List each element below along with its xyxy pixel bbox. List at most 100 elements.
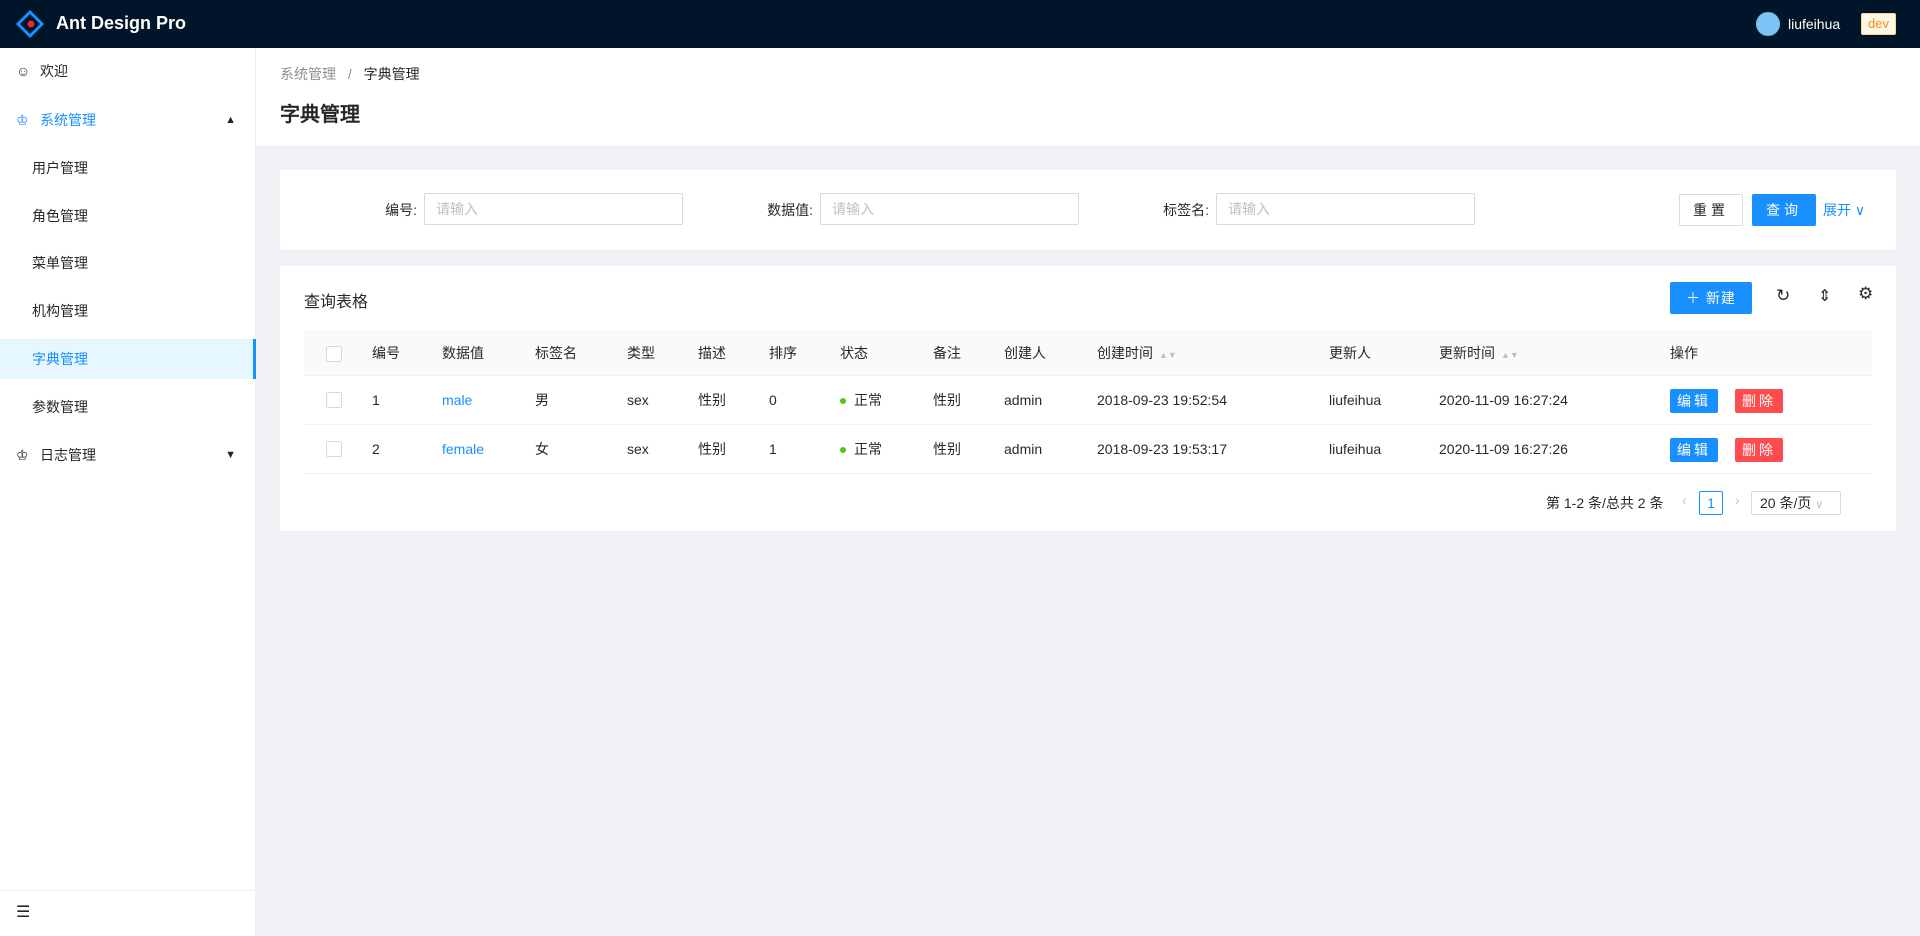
sidebar-item-logs[interactable]: ♔ 日志管理 ▼ [0,435,256,475]
sidebar-item-system[interactable]: ♔ 系统管理 ▲ [0,100,256,140]
cell-value-link[interactable]: male [442,392,473,408]
cell-created-at: 2018-09-23 19:53:17 [1097,441,1227,457]
col-header: 创建人 [1004,345,1046,361]
page-size-select[interactable]: 20 条/页 ∨ [1751,491,1841,515]
chevron-down-icon: ∨ [1815,499,1824,511]
cell-updater: liufeihua [1329,392,1382,408]
col-header-sortable[interactable]: 创建时间 ▲▼ [1097,345,1177,361]
edit-button[interactable]: 编辑 [1670,389,1718,413]
col-header: 编号 [372,345,400,361]
cell-remark: 性别 [933,392,961,408]
select-all-checkbox[interactable] [326,346,342,362]
sidebar-item-roles[interactable]: 角色管理 [32,208,88,224]
table-card: 查询表格 ＋ 新建 ↻ ⇕ ⚙ 编号 数据值 标签名 类型 描述 排序 状态 备… [280,266,1896,531]
value-input[interactable] [820,193,1079,225]
setting-icon[interactable]: ⚙ [1858,284,1874,303]
env-tag: dev [1861,13,1896,35]
col-header-sortable[interactable]: 更新时间 ▲▼ [1439,345,1519,361]
delete-button[interactable]: 删除 [1735,438,1783,462]
breadcrumb: 系统管理 / 字典管理 [280,64,420,84]
reload-icon[interactable]: ↻ [1776,286,1791,305]
sidebar-item-menus[interactable]: 菜单管理 [32,255,88,271]
query-button[interactable]: 查询 [1752,194,1816,226]
col-header: 操作 [1670,345,1698,361]
cell-updater: liufeihua [1329,441,1382,457]
delete-button[interactable]: 删除 [1735,389,1783,413]
avatar[interactable] [1756,12,1780,36]
chevron-up-icon: ▲ [225,114,236,126]
cell-updated-at: 2020-11-09 16:27:26 [1439,441,1568,457]
cell-creator: admin [1004,441,1043,457]
sidebar-item-welcome[interactable]: ☺ 欢迎 [0,51,256,91]
sidebar: ☺ 欢迎 ♔ 系统管理 ▲ 用户管理 角色管理 菜单管理 机构管理 字典管理 参数管理… [0,48,256,936]
cell-sort: 1 [769,441,777,457]
sidebar-divider [0,890,256,891]
plus-icon: ＋ [1686,290,1702,306]
breadcrumb-item[interactable]: 系统管理 [280,66,336,82]
cell-remark: 性别 [933,441,961,457]
row-checkbox[interactable] [326,392,342,408]
cell-status: 正常 [840,376,882,424]
page-1[interactable]: 1 [1699,491,1723,515]
sidebar-item-dict[interactable]: 字典管理 [0,339,256,379]
field-label-value: 数据值: [767,202,813,218]
menu-fold-icon[interactable]: ☰ [16,904,31,921]
field-label-id: 编号: [385,202,417,218]
breadcrumb-separator: / [347,66,352,82]
cell-id: 2 [372,441,380,457]
cell-sort: 0 [769,392,777,408]
col-header: 数据值 [442,345,484,361]
page-header [256,48,1920,146]
table-row: 2 female 女 sex 性别 1 正常 性别 admin 2018-09-… [304,425,1872,474]
brand-title[interactable]: Ant Design Pro [56,13,187,33]
cell-tag: 男 [535,392,549,408]
table-header: 编号 数据值 标签名 类型 描述 排序 状态 备注 创建人 创建时间 ▲▼ 更新人… [304,330,1872,376]
col-header: 标签名 [535,345,577,361]
cell-desc: 性别 [698,441,726,457]
cell-id: 1 [372,392,380,408]
cell-created-at: 2018-09-23 19:52:54 [1097,392,1227,408]
expand-label: 展开 [1823,202,1851,218]
field-label-tag: 标签名: [1163,202,1209,218]
column-height-icon[interactable]: ⇕ [1818,288,1832,305]
row-checkbox[interactable] [326,441,342,457]
cell-desc: 性别 [698,392,726,408]
sidebar-item-params[interactable]: 参数管理 [32,399,88,415]
crown-icon: ♔ [16,447,29,463]
cell-creator: admin [1004,392,1043,408]
top-header: Ant Design Pro liufeihua dev [0,0,1920,48]
col-header: 类型 [627,345,655,361]
cell-value-link[interactable]: female [442,441,485,457]
cell-tag: 女 [535,441,549,457]
tag-input[interactable] [1216,193,1475,225]
col-header: 备注 [933,345,961,361]
username[interactable]: liufeihua [1788,16,1841,32]
ant-design-logo-icon[interactable] [16,10,44,38]
crown-icon: ♔ [16,112,29,128]
search-form: 编号: 数据值: 标签名: 重置 查询 展开 ∨ [280,170,1896,250]
page-title: 字典管理 [280,104,360,126]
table-row: 1 male 男 sex 性别 0 正常 性别 admin 2018-09-23… [304,376,1872,425]
col-header: 描述 [698,345,726,361]
next-page-icon[interactable]: › [1735,492,1740,508]
sidebar-item-orgs[interactable]: 机构管理 [32,303,88,319]
cell-status: 正常 [840,425,882,473]
reset-button[interactable]: 重置 [1679,194,1743,226]
prev-page-icon[interactable]: ‹ [1682,492,1687,508]
cell-type: sex [627,392,649,408]
smile-icon: ☺ [16,63,31,79]
new-button[interactable]: ＋ 新建 [1670,282,1752,314]
col-header: 更新人 [1329,345,1371,361]
sidebar-item-users[interactable]: 用户管理 [32,160,88,176]
id-input[interactable] [424,193,683,225]
sort-icon: ▲▼ [1501,350,1519,360]
col-header: 状态 [840,345,868,361]
table-title: 查询表格 [304,294,369,311]
col-header: 排序 [769,345,797,361]
status-dot [840,447,846,454]
breadcrumb-current: 字典管理 [363,66,420,82]
cell-type: sex [627,441,649,457]
sort-icon: ▲▼ [1159,350,1177,360]
edit-button[interactable]: 编辑 [1670,438,1718,462]
expand-link[interactable]: 展开 ∨ [1823,200,1865,220]
